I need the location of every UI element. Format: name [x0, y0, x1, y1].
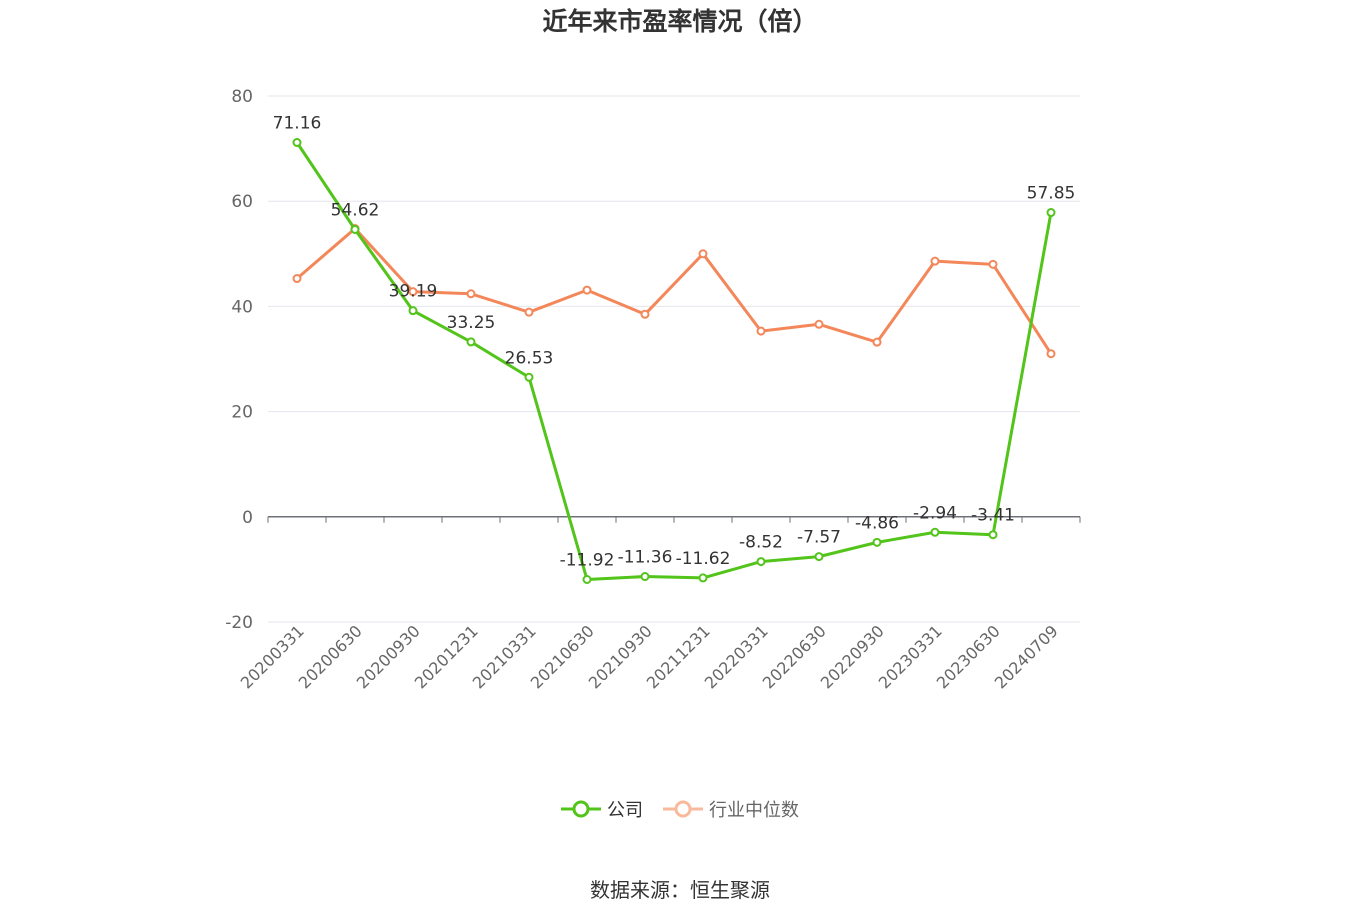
data-point-company — [524, 372, 534, 382]
series-line-company — [295, 141, 1053, 581]
data-point-company — [930, 527, 940, 537]
data-point-industry — [930, 256, 940, 266]
data-label: -4.86 — [855, 513, 899, 533]
data-labels: 71.16 54.62 39.19 33.25 26.53 -11.92 -11.36 -11… — [273, 113, 1076, 570]
legend-company-icon — [561, 800, 601, 818]
data-point-industry — [582, 285, 592, 295]
data-label: 54.62 — [331, 200, 380, 220]
data-label: -8.52 — [739, 533, 783, 553]
data-point-company — [872, 537, 882, 547]
data-point-company — [756, 557, 766, 567]
y-tick-label: 60 — [231, 192, 253, 212]
source-note: 数据来源：恒生聚源 — [590, 878, 770, 902]
data-point-company — [466, 337, 476, 347]
data-point-company — [292, 137, 302, 147]
data-point-company — [698, 573, 708, 583]
data-label: -11.62 — [676, 549, 731, 569]
data-point-industry — [756, 326, 766, 336]
x-tick-label: 20240709 — [991, 621, 1062, 692]
series-lines — [292, 137, 1056, 584]
data-label: 39.19 — [389, 282, 438, 302]
data-point-industry — [408, 287, 418, 297]
data-label: -11.92 — [560, 550, 615, 570]
data-label: -11.36 — [618, 548, 673, 568]
data-label: -2.94 — [913, 503, 957, 523]
data-point-industry — [988, 259, 998, 269]
data-point-company — [640, 572, 650, 582]
grid-lines — [268, 95, 1080, 623]
data-point-company — [350, 224, 360, 234]
axes: -200204060802020033120200630202009302020… — [225, 87, 1081, 692]
y-tick-label: 0 — [242, 508, 253, 528]
data-point-company — [988, 530, 998, 540]
data-point-industry — [524, 307, 534, 317]
series-line-industry — [296, 227, 1053, 355]
data-point-company — [1046, 208, 1056, 218]
data-label: 33.25 — [447, 313, 496, 333]
data-point-industry — [640, 309, 650, 319]
data-label: -7.57 — [797, 528, 841, 548]
data-point-industry — [872, 337, 882, 347]
y-tick-label: 40 — [231, 297, 253, 317]
chart-title: 近年来市盈率情况（倍） — [542, 7, 818, 36]
y-tick-label: 20 — [231, 403, 253, 423]
legend-industry-label: 行业中位数 — [709, 800, 799, 821]
legend-item-company[interactable]: 公司 — [561, 796, 643, 822]
data-label: -3.41 — [971, 506, 1015, 526]
data-point-industry — [292, 274, 302, 284]
data-point-industry — [1046, 349, 1056, 359]
legend-item-industry[interactable]: 行业中位数 — [663, 796, 799, 822]
y-tick-label: 80 — [231, 87, 253, 107]
data-point-industry — [814, 319, 824, 329]
data-point-industry — [466, 289, 476, 299]
line-chart: -200204060802020033120200630202009302020… — [225, 87, 1081, 692]
data-point-company — [408, 306, 418, 316]
data-label: 71.16 — [273, 113, 322, 133]
data-label: 26.53 — [505, 348, 554, 368]
data-point-company — [582, 574, 592, 584]
legend-industry-icon — [663, 800, 703, 818]
data-point-company — [814, 552, 824, 562]
legend-company-label: 公司 — [607, 800, 643, 821]
y-tick-label: -20 — [225, 613, 253, 633]
legend: 公司 行业中位数 — [0, 796, 1360, 822]
data-point-industry — [698, 249, 708, 259]
data-label: 57.85 — [1027, 184, 1076, 204]
